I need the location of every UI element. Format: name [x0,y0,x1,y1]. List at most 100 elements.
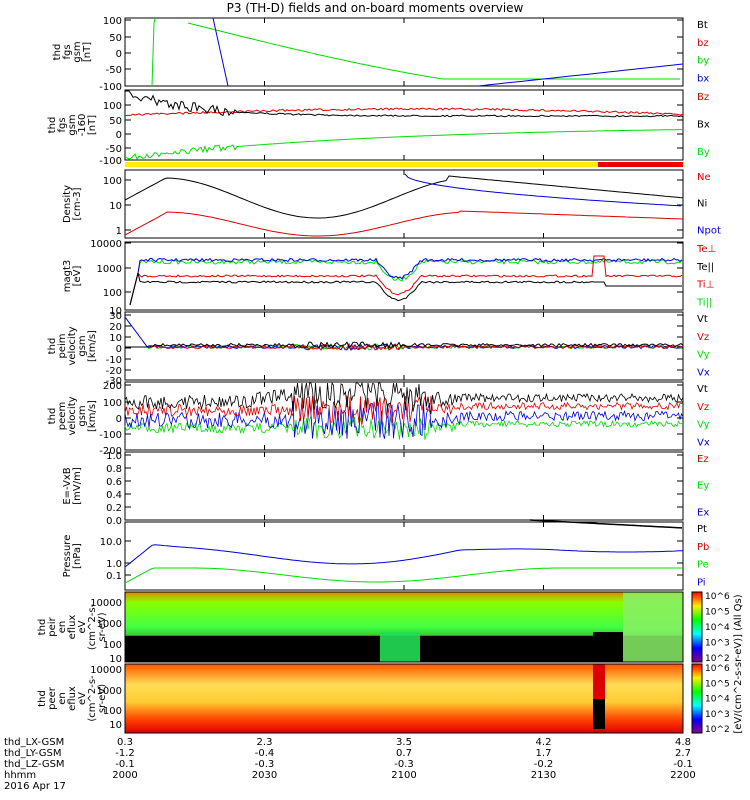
x-axis-row-label: thd_LX-GSM [4,737,64,748]
legend-te||: Te|| [696,262,714,273]
x-axis-value: 2.3 [257,737,273,748]
x-axis-value: 1.7 [536,748,552,759]
y-tick-label: -50 [106,65,122,76]
series-bx [212,17,229,87]
y-tick-label: 100 [103,398,122,409]
y-tick-label: 1 [116,226,122,237]
y-axis-label: (cm^2-s- [87,603,98,650]
legend-vt: Vt [697,314,708,325]
y-axis-label: en [57,621,68,634]
y-tick-label: -100 [99,430,122,441]
series-Ne [124,210,684,237]
y-axis-label: fgs [57,117,68,132]
y-tick-label: 10000 [90,239,122,250]
colorbar-tick-label: 10^3 [705,639,730,649]
y-tick-label: 1000 [97,619,122,630]
y-axis-label: thd [37,690,48,707]
x-axis-value: 2200 [670,770,695,781]
y-tick-label: -10 [106,355,122,366]
y-tick-label: 100 [103,288,122,299]
mode-bar-fast [598,162,683,167]
colorbar [691,591,703,663]
electron-spectrogram-gap [593,699,605,729]
legend-bx: Bx [697,120,710,131]
y-tick-label: 1.0 [106,559,122,570]
y-tick-label: 100 [103,640,122,651]
legend-pt: Pt [697,524,707,535]
y-axis-label: eV [77,692,88,705]
y-tick-label: -100 [99,156,122,167]
y-tick-label: 1000 [97,264,122,275]
series-temperature [129,272,682,306]
y-tick-label: 10000 [90,598,122,609]
y-axis-label: [km/s] [87,330,98,362]
colorbar-label: [eV/(cm^2-s-sr-eV)] (All Qs) [733,594,744,733]
series-Bx [125,90,684,118]
y-axis-label: thd [47,117,58,134]
y-tick-label: 0.2 [106,503,122,514]
y-axis-label: sr-eV) [97,684,108,713]
series-By [124,129,684,160]
legend-ex: Ex [697,507,709,518]
y-tick-label: 0 [116,130,122,141]
y-axis-label: eflux [67,686,78,711]
legend-vx: Vx [697,437,710,448]
legend-vz: Vz [697,402,709,413]
legend-vy: Vy [697,350,710,361]
x-axis-value: -0.3 [255,759,275,770]
y-axis-label: eV [77,620,88,633]
series-by [151,17,156,87]
colorbar-tick-label: 10^3 [705,710,730,720]
page-title: P3 (TH-D) fields and on-board moments ov… [226,1,524,15]
y-tick-label: -30 [106,376,122,387]
y-axis-label: velocity [67,396,78,435]
y-axis-label: peim [57,333,68,358]
x-axis-value: 0.7 [396,748,412,759]
y-axis-label: [nT] [82,42,93,62]
y-axis-label: en [57,692,68,705]
y-axis-label: [nPa] [72,543,83,569]
series-Bz [124,107,684,117]
x-axis-value: -0.3 [394,759,414,770]
y-axis-label: (cm^2-s- [87,675,98,722]
y-tick-label: 50 [109,116,122,127]
y-axis-label: thd [37,619,48,636]
y-axis-label: velocity [67,326,78,365]
series-Ni [124,175,684,219]
y-tick-label: 10.0 [100,537,122,548]
x-axis-row-label: thd_LY-GSM [4,748,61,759]
x-axis-value: 2.7 [675,748,691,759]
y-tick-label: -50 [106,144,122,155]
legend-ti||: Ti|| [696,297,712,308]
colorbar-tick-label: 10^6 [705,592,730,602]
x-axis-value: -0.2 [534,759,554,770]
y-tick-label: 0.6 [106,477,122,488]
legend-pb: Pb [697,542,709,553]
panel-frame [124,169,684,239]
y-axis-label: -160 [77,114,88,137]
y-axis-label: [km/s] [87,400,98,432]
series-velocity [124,395,684,425]
legend-bt: Bt [697,20,708,31]
legend-vx: Vx [697,367,710,378]
y-axis-label: [eV] [72,266,83,287]
x-axis-value: 4.8 [675,737,691,748]
y-axis-label: gsm [77,335,88,356]
legend-pe: Pe [697,560,709,571]
y-tick-label: 10 [109,654,122,665]
ion-spectrogram-fast [623,592,683,662]
x-axis-row-label: hhmm [4,770,36,781]
y-tick-label: 1000 [97,686,122,697]
y-axis-label: fgs [62,44,73,59]
y-tick-label: 10 [109,333,122,344]
x-axis-value: 2030 [252,770,277,781]
y-axis-label: peem [57,402,68,430]
ion-spectrogram-gap [593,632,623,662]
colorbar-tick-label: 10^6 [705,664,730,674]
legend-vz: Vz [697,332,709,343]
y-tick-label: 100 [103,101,122,112]
x-axis-date: 2016 Apr 17 [4,781,66,792]
x-axis-value: -0.1 [115,759,135,770]
y-tick-label: 20 [109,322,122,333]
colorbar [691,663,703,734]
